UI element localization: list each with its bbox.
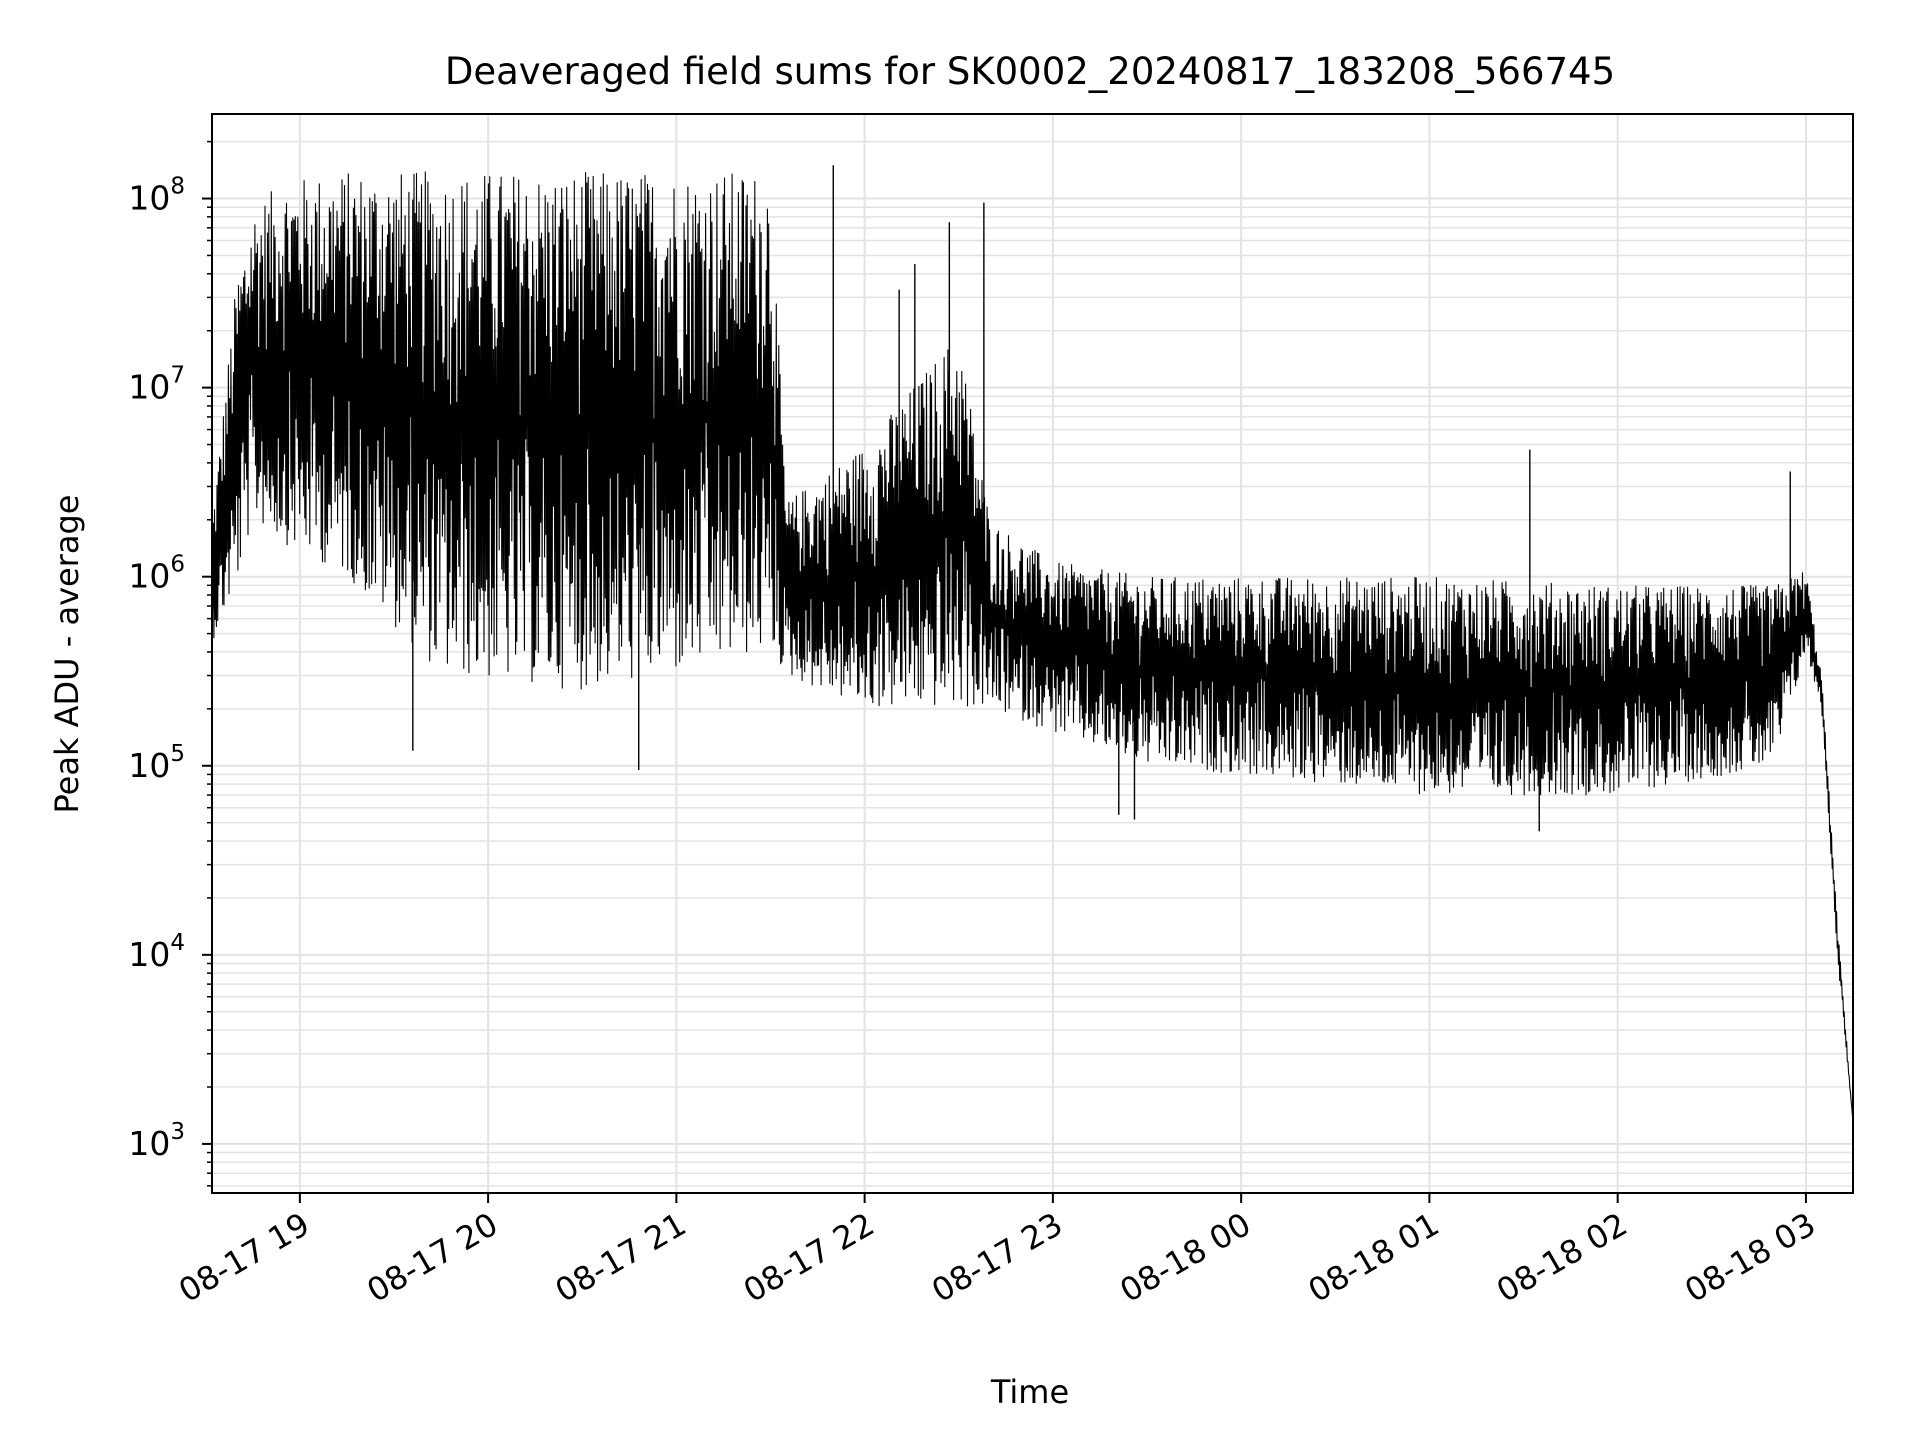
y-tick-label: 106 bbox=[128, 552, 185, 596]
series-line bbox=[211, 171, 1854, 1123]
y-axis-label: Peak ADU - average bbox=[48, 495, 86, 814]
grid bbox=[212, 114, 1853, 1193]
y-tick-label: 105 bbox=[128, 741, 185, 785]
y-tick-label: 104 bbox=[128, 930, 185, 974]
x-axis-label: Time bbox=[990, 1373, 1069, 1411]
y-tick-label: 103 bbox=[128, 1119, 185, 1163]
plot-area bbox=[211, 165, 1854, 1123]
y-tick-label: 107 bbox=[128, 363, 185, 407]
plot-frame bbox=[211, 113, 1854, 1194]
chart-title: Deaveraged field sums for SK0002_2024081… bbox=[445, 50, 1615, 93]
y-tick-label: 108 bbox=[128, 174, 185, 218]
y-axis: 103 104 105 106 107 108 bbox=[128, 140, 212, 1187]
